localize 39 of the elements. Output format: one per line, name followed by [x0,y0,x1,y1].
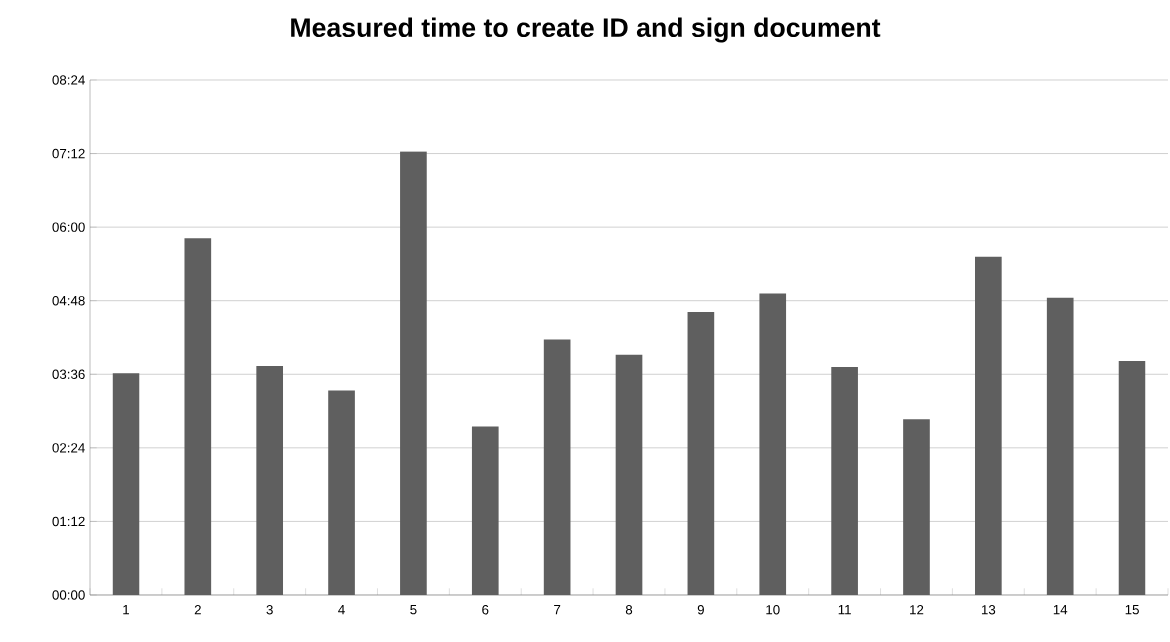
x-tick-label: 12 [910,605,924,615]
x-tick-label: 11 [838,605,851,615]
x-tick-label: 3 [266,605,273,615]
bar [975,256,1002,595]
x-tick-label: 7 [554,605,561,615]
bar [471,426,499,595]
x-tick-label: 1 [123,605,130,615]
bar [759,293,787,595]
y-tick-label: 02:24 [52,443,85,453]
chart-title: Measured time to create ID and sign document [291,17,881,43]
bar [903,419,930,595]
x-tick-label: 14 [1053,605,1068,615]
y-tick-label: 00:00 [52,590,85,600]
x-tick-label: 6 [482,605,489,615]
y-tick-label: 01:12 [52,516,85,527]
x-tick-label: 15 [1125,605,1139,615]
bar [543,339,571,595]
bar [184,238,212,595]
x-tick-label: 5 [410,605,417,615]
y-tick-label: 03:36 [52,369,85,379]
x-tick-label: 2 [194,605,201,615]
bar [256,366,284,595]
y-tick-label: 04:48 [52,295,85,306]
bar [328,390,355,595]
bar [831,367,858,595]
bar [1046,297,1074,595]
bar [400,151,427,595]
bar [112,373,140,595]
y-tick-label: 08:24 [52,75,85,85]
bar [615,354,643,595]
x-tick-label: 8 [625,605,633,615]
x-tick-label: 13 [981,605,996,615]
y-tick-label: 07:12 [52,148,85,159]
bar [687,311,715,595]
bar [1118,360,1146,595]
x-tick-label: 4 [338,605,345,615]
x-tick-label: 9 [697,605,704,615]
y-tick-label: 06:00 [52,222,85,232]
x-tick-label: 10 [766,605,780,615]
